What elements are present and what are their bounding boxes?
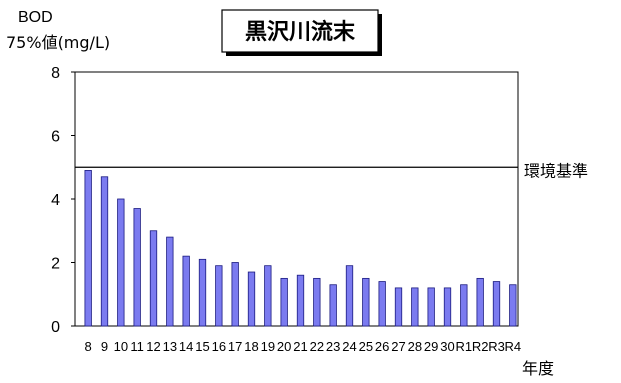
x-tick-label: 28 [408,339,422,354]
bar-R4 [509,284,517,327]
x-tick-label: 25 [359,339,373,354]
bar-13 [166,236,174,327]
x-tick-label: 30 [440,339,454,354]
bar-19 [264,265,272,327]
x-tick-label: 20 [277,339,291,354]
y-axis-ticks: 0 2 4 6 8 [51,65,75,336]
plot-area [74,71,519,327]
bar-29 [427,287,435,327]
bar-R1 [460,284,468,327]
bar-14 [182,255,190,327]
bar-28 [411,287,419,327]
bar-22 [313,277,321,327]
y-axis-label-line1: BOD [18,9,53,26]
x-tick-label: 15 [195,339,209,354]
x-tick-label: 29 [424,339,438,354]
x-tick-label: R3 [488,339,505,354]
bar-10 [117,198,125,327]
bar-18 [247,271,256,327]
x-tick-label: 24 [342,339,356,354]
reference-line-label: 環境基準 [524,161,588,180]
x-tick-label: 8 [85,339,92,354]
bar-27 [394,287,403,327]
x-axis-label: 年度 [522,359,554,378]
bar-8 [84,170,92,327]
bar-24 [345,265,354,327]
bar-15 [198,258,207,327]
title-box [221,9,379,53]
x-tick-label: 10 [114,339,128,354]
bar-series [84,170,517,327]
x-tick-label: R4 [505,339,522,354]
bar-11 [133,208,141,327]
y-tick-label: 0 [51,319,60,336]
bar-R2 [476,277,484,327]
bar-21 [296,274,305,327]
x-tick-label: 13 [163,339,177,354]
bar-20 [280,277,288,327]
x-tick-label: 17 [228,339,242,354]
x-tick-label: 9 [101,339,108,354]
x-tick-label: 27 [391,339,405,354]
y-tick-label: 6 [51,129,60,146]
y-axis-label-line2: 75%値(mg/L) [6,33,110,52]
bar-25 [362,277,370,327]
x-tick-label: 23 [326,339,340,354]
x-tick-label: 11 [130,339,144,354]
bar-23 [329,284,337,327]
y-tick-label: 2 [51,256,60,273]
x-tick-label: 16 [212,339,226,354]
x-tick-label: 19 [261,339,275,354]
bar-9 [100,176,109,327]
y-tick-label: 8 [51,65,60,82]
x-tick-label: 26 [375,339,389,354]
x-tick-label: 12 [146,339,160,354]
bar-16 [215,265,223,327]
chart-title: 黒沢川流末 [245,19,356,45]
bar-17 [231,262,239,327]
bar-26 [378,281,386,327]
x-tick-label: R1 [456,339,473,354]
x-tick-label: 22 [310,339,324,354]
bar-R3 [492,281,501,327]
x-tick-label: 21 [293,339,307,354]
x-tick-label: R2 [472,339,489,354]
x-tick-label: 18 [244,339,258,354]
bar-30 [443,287,452,327]
x-tick-label: 14 [179,339,193,354]
bar-12 [149,230,158,327]
x-axis-ticks: 8 9 10 11 12 13 14 15 16 17 18 19 20 21 22 23 24 25 26 27 28… [85,339,522,354]
y-tick-label: 4 [51,192,60,209]
